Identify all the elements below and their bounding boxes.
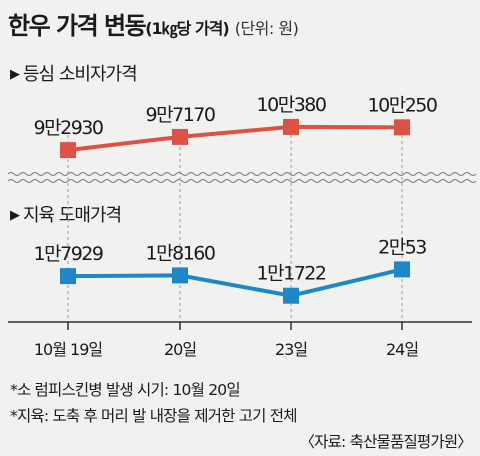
source: 〈자료: 축산물품질평가원〉 — [299, 433, 472, 451]
series-name-carcass: 지육 도매가격 — [23, 205, 122, 226]
note-outbreak: *소 럼피스킨병 발생 시기: 10월 20일 — [10, 381, 241, 399]
x-tick-label-3: 24일 — [386, 340, 418, 359]
title-per-kg: (1㎏당 가격) — [145, 19, 229, 38]
data-label-0-2: 10만380 — [257, 94, 326, 116]
axis-break-line-1 — [7, 179, 477, 183]
data-label-1-2: 1만1722 — [257, 263, 326, 285]
data-label-0-0: 9만2930 — [34, 117, 103, 139]
data-label-1-1: 1만8160 — [146, 242, 215, 264]
data-label-0-1: 9만7170 — [146, 104, 215, 126]
axis-break-line-0 — [7, 172, 477, 176]
series-line-0 — [67, 124, 403, 153]
title-main: 한우 가격 변동 — [8, 12, 147, 40]
data-point-1-0 — [60, 268, 76, 285]
data-point-1-1 — [172, 267, 188, 284]
triangle-icon: ▶ — [10, 208, 20, 223]
data-point-1-3 — [394, 261, 410, 278]
line-chart: 10월 19일 20일 23일 24일 9만2930 9만7170 10만380 10만250… — [7, 94, 477, 359]
series-name-sirloin: 등심 소비자가격 — [23, 64, 138, 85]
data-point-0-3 — [394, 119, 410, 136]
chart-title: 한우 가격 변동(1㎏당 가격) (단위: 원) — [8, 6, 299, 41]
data-label-1-3: 2만53 — [378, 236, 426, 258]
triangle-icon: ▶ — [10, 67, 20, 82]
data-point-1-2 — [283, 287, 299, 304]
series-heading-sirloin: ▶ 등심 소비자가격 — [10, 60, 138, 86]
x-tick-label-1: 20일 — [164, 340, 196, 359]
series-heading-carcass: ▶ 지육 도매가격 — [10, 201, 122, 227]
note-definition: *지육: 도축 후 머리 발 내장을 제거한 고기 전체 — [10, 407, 297, 425]
data-point-0-2 — [283, 118, 299, 135]
data-label-0-3: 10만250 — [368, 94, 437, 116]
data-label-1-0: 1만7929 — [34, 243, 103, 265]
data-point-0-1 — [172, 128, 188, 145]
x-tick-label-2: 23일 — [275, 340, 307, 359]
x-tick-label-0: 10월 19일 — [34, 340, 103, 359]
unit-label: (단위: 원) — [234, 19, 299, 38]
series-line-1 — [67, 267, 403, 298]
data-point-0-0 — [60, 142, 76, 159]
